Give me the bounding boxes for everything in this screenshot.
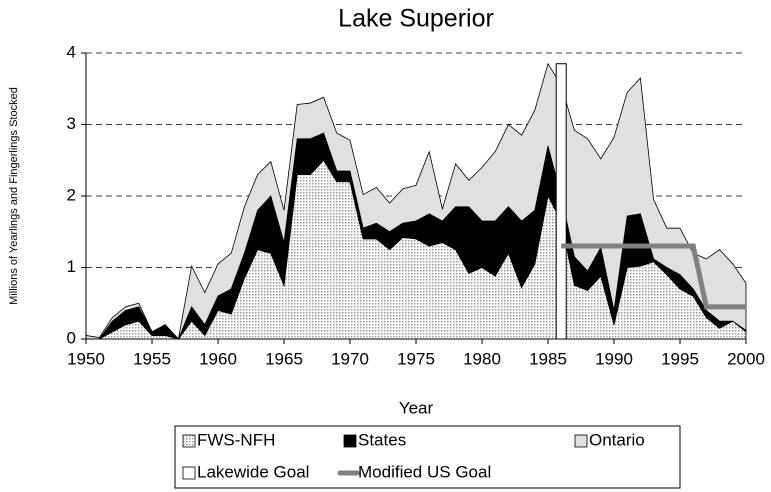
legend-label: Ontario bbox=[589, 430, 645, 449]
y-tick-label: 3 bbox=[67, 114, 76, 133]
legend-label: Modified US Goal bbox=[358, 462, 491, 481]
legend-swatch bbox=[574, 434, 588, 448]
legend-swatch bbox=[182, 466, 196, 480]
y-tick-label: 1 bbox=[67, 257, 76, 276]
x-tick-label: 1995 bbox=[661, 349, 699, 368]
legend-swatch bbox=[343, 434, 357, 448]
area bbox=[85, 62, 747, 340]
x-tick-label: 1990 bbox=[595, 349, 633, 368]
goal-bar bbox=[555, 63, 567, 340]
legend-label: States bbox=[358, 430, 406, 449]
x-tick-label: 1980 bbox=[463, 349, 501, 368]
y-tick-label: 0 bbox=[67, 328, 76, 347]
chart-title: Lake Superior bbox=[338, 5, 494, 33]
y-tick-label: 2 bbox=[67, 185, 76, 204]
legend-box bbox=[174, 425, 681, 489]
legend-label: FWS-NFH bbox=[197, 430, 275, 449]
x-tick-label: 1955 bbox=[133, 349, 171, 368]
goal-line bbox=[561, 243, 746, 310]
x-axis-label: Year bbox=[399, 398, 434, 417]
y-tick-label: 4 bbox=[67, 42, 76, 61]
y-axis-label: Millions of Yearlings and Fingerlings St… bbox=[8, 87, 20, 305]
x-tick-label: 1950 bbox=[67, 349, 105, 368]
legend-swatch bbox=[182, 434, 196, 448]
x-tick-label: 1960 bbox=[199, 349, 237, 368]
legend-label: Lakewide Goal bbox=[197, 462, 309, 481]
x-tick-label: 1970 bbox=[331, 349, 369, 368]
x-tick-label: 1975 bbox=[397, 349, 435, 368]
x-tick-label: 1985 bbox=[529, 349, 567, 368]
x-tick-label: 1965 bbox=[265, 349, 303, 368]
x-tick-label: 2000 bbox=[727, 349, 765, 368]
